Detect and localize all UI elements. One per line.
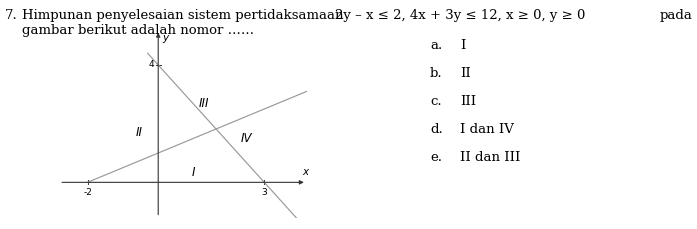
Text: II: II: [135, 126, 142, 139]
Text: x: x: [302, 167, 308, 177]
Text: 3: 3: [261, 188, 267, 197]
Text: gambar berikut adalah nomor ……: gambar berikut adalah nomor ……: [22, 24, 254, 37]
Text: c.: c.: [430, 95, 442, 108]
Text: 2y – x ≤ 2, 4x + 3y ≤ 12, x ≥ 0, y ≥ 0: 2y – x ≤ 2, 4x + 3y ≤ 12, x ≥ 0, y ≥ 0: [335, 9, 585, 22]
Text: II: II: [460, 67, 470, 80]
Text: e.: e.: [430, 151, 442, 164]
Text: I: I: [192, 166, 195, 179]
Text: IV: IV: [241, 132, 252, 145]
Text: 7.: 7.: [5, 9, 17, 22]
Text: Himpunan penyelesaian sistem pertidaksamaan: Himpunan penyelesaian sistem pertidaksam…: [22, 9, 344, 22]
Text: I: I: [460, 39, 466, 52]
Text: y: y: [162, 33, 169, 43]
Text: pada: pada: [660, 9, 693, 22]
Text: d.: d.: [430, 123, 443, 136]
Text: a.: a.: [430, 39, 443, 52]
Text: III: III: [199, 97, 209, 110]
Text: III: III: [460, 95, 476, 108]
Text: -2: -2: [83, 188, 92, 197]
Text: b.: b.: [430, 67, 443, 80]
Text: I dan IV: I dan IV: [460, 123, 514, 136]
Text: II dan III: II dan III: [460, 151, 521, 164]
Text: 4: 4: [148, 60, 154, 69]
